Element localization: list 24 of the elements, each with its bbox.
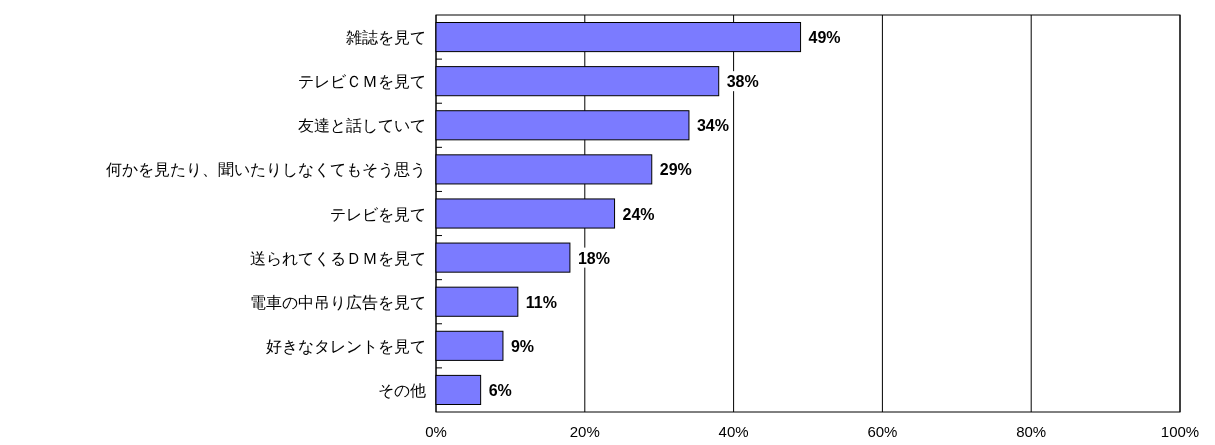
x-tick-label: 60% xyxy=(867,423,898,440)
y-tick-label: テレビを見て xyxy=(330,205,426,223)
x-tick-label: 0% xyxy=(425,423,447,440)
data-label: 29% xyxy=(659,161,692,179)
data-label: 24% xyxy=(622,205,655,223)
data-label: 38% xyxy=(726,73,759,91)
data-label: 6% xyxy=(488,381,512,399)
y-tick-label: 何かを見たり、聞いたりしなくてもそう思う xyxy=(106,161,426,180)
x-tick-label: 100% xyxy=(1160,423,1200,440)
y-tick-label: 好きなタレントを見て xyxy=(266,337,426,355)
y-tick-label: その他 xyxy=(378,381,426,399)
data-label: 18% xyxy=(577,249,610,267)
y-tick-label: 雑誌を見て xyxy=(346,29,426,47)
data-label: 49% xyxy=(808,29,841,47)
y-tick-label: テレビＣＭを見て xyxy=(298,73,426,91)
y-tick-label: 友達と話していて xyxy=(298,117,426,135)
data-label: 34% xyxy=(696,117,729,135)
x-tick-label: 20% xyxy=(569,423,600,440)
data-label: 9% xyxy=(510,337,535,355)
x-tick-label: 40% xyxy=(718,423,749,440)
x-tick-label: 80% xyxy=(1016,423,1047,440)
y-tick-label: 送られてくるＤＭを見て xyxy=(250,249,426,267)
y-tick-label: 電車の中吊り広告を見て xyxy=(250,293,426,311)
data-label: 11% xyxy=(525,293,557,311)
